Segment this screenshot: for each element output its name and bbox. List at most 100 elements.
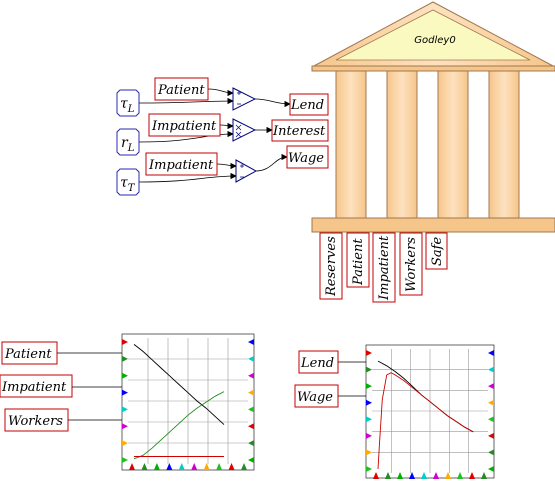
var-lend-out-label: Lend [290,98,324,113]
port-right[interactable] [488,350,494,356]
port-bottom[interactable] [385,472,391,479]
port-bottom[interactable] [469,472,475,479]
plot-2-grid [372,349,488,473]
port-left[interactable] [366,366,372,373]
port-right[interactable] [248,440,254,447]
series-line-1 [133,391,225,460]
port-left[interactable] [366,350,372,356]
param-r-l[interactable]: rL [116,128,140,156]
port-left[interactable] [366,449,372,456]
port-left[interactable] [366,383,372,390]
plot-1-series [133,344,225,460]
port-right[interactable] [248,423,254,430]
port-right[interactable] [248,389,254,396]
port-left[interactable] [122,457,128,463]
port-left[interactable] [122,355,128,362]
port-right[interactable] [248,457,254,463]
var-lend-out[interactable]: Lend [289,93,329,116]
plot-1-inputs: Patient Impatient Workers [0,341,129,432]
port-right[interactable] [248,355,254,362]
plot-1[interactable] [121,333,255,471]
port-bottom[interactable] [216,463,223,470]
col-label-safe: Safe [430,237,445,266]
param-tau-l-sym: τ [120,96,128,112]
plot1-var-workers[interactable]: Workers [4,408,69,432]
port-bottom[interactable] [241,463,247,470]
var-wage-out[interactable]: Wage [286,145,329,169]
port-left[interactable] [366,432,372,439]
port-bottom[interactable] [409,472,415,479]
godley-col-patient[interactable]: Patient [346,232,370,288]
port-right[interactable] [488,449,494,456]
port-bottom[interactable] [228,463,235,470]
port-right[interactable] [488,416,494,423]
col-label-workers: Workers [404,237,419,292]
plot2-var-lend-label: Lend [300,356,334,371]
plot2-var-lend[interactable]: Lend [298,350,339,374]
plot-1-grid [128,338,248,464]
plot1-var-impatient[interactable]: Impatient [0,374,73,398]
godley-col-reserves[interactable]: Reserves [319,232,343,300]
series-line-0 [133,344,225,425]
port-bottom[interactable] [129,463,135,470]
port-left[interactable] [122,423,128,430]
port-left[interactable] [122,440,128,447]
port-bottom[interactable] [178,463,185,470]
var-impatient-in-2-label: Impatient [148,158,214,173]
godley-col-impatient[interactable]: Impatient [372,232,396,303]
series-line-1 [377,372,474,470]
port-left[interactable] [366,466,372,472]
port-right[interactable] [488,399,494,406]
port-bottom[interactable] [481,472,487,479]
var-impatient-in-1[interactable]: Impatient [148,113,221,137]
port-bottom[interactable] [141,463,148,470]
port-left[interactable] [122,406,128,413]
port-bottom[interactable] [433,472,439,479]
port-right[interactable] [488,432,494,439]
port-bottom[interactable] [203,463,210,470]
param-r-l-sym: r [121,135,129,151]
multiply-op-2[interactable] [232,118,257,142]
port-left[interactable] [122,372,128,379]
godley-col-safe[interactable]: Safe [425,232,448,270]
plot1-var-impatient-label: Impatient [1,380,67,395]
var-patient-in-label: Patient [157,83,205,98]
param-tau-t[interactable]: τT [116,168,140,196]
port-left[interactable] [122,339,128,345]
var-patient-in[interactable]: Patient [154,77,209,101]
var-interest-out[interactable]: Interest [271,119,329,142]
svg-text:rL: rL [121,135,135,154]
param-r-l-sub: L [127,143,135,154]
port-left[interactable] [366,416,372,423]
svg-text:τT: τT [120,175,136,194]
godley-title: Godley0 [414,35,455,46]
multiply-op-3[interactable] [235,159,258,183]
port-right[interactable] [488,466,494,472]
port-left[interactable] [122,389,128,396]
port-bottom[interactable] [166,463,173,470]
port-right[interactable] [248,372,254,379]
port-bottom[interactable] [191,463,198,470]
port-right[interactable] [248,339,254,345]
param-tau-l[interactable]: τL [116,89,140,117]
port-right[interactable] [488,366,494,373]
port-bottom[interactable] [457,472,463,479]
port-bottom[interactable] [445,472,451,479]
multiply-op-1[interactable] [232,87,257,111]
port-left[interactable] [366,399,372,406]
port-right[interactable] [248,406,254,413]
var-impatient-in-2[interactable]: Impatient [145,152,218,176]
port-bottom[interactable] [153,463,160,470]
port-bottom[interactable] [373,472,379,479]
plot-1-ports [122,339,254,470]
col-label-reserves: Reserves [324,236,339,297]
plot2-var-wage[interactable]: Wage [294,384,339,408]
godley-col-workers[interactable]: Workers [399,232,423,296]
plot1-var-patient[interactable]: Patient [1,341,58,365]
port-bottom[interactable] [397,472,403,479]
plot-2[interactable] [365,344,495,479]
port-bottom[interactable] [421,472,427,479]
godley-table[interactable]: Godley0 [311,1,555,233]
var-impatient-in-1-label: Impatient [151,119,217,134]
port-right[interactable] [488,383,494,390]
